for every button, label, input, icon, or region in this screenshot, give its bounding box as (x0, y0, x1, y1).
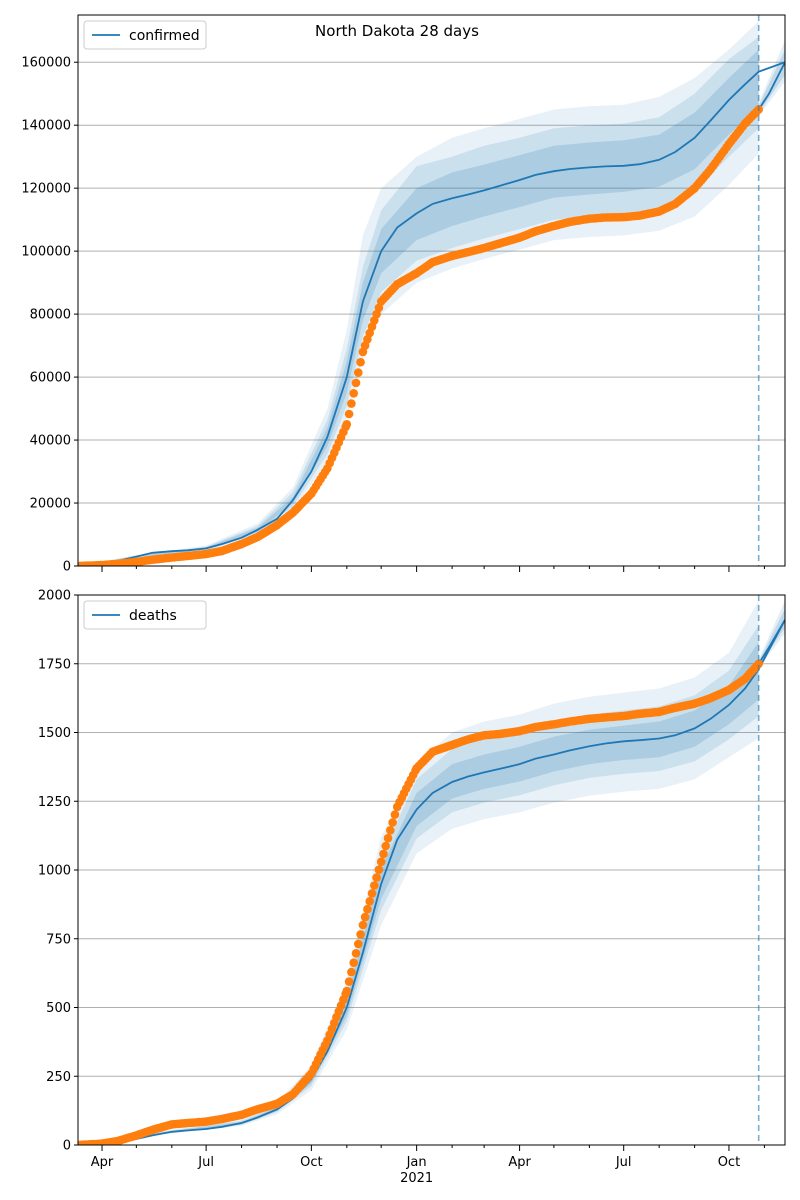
y-tick-label: 1000 (38, 864, 71, 879)
confirmed-legend: confirmed (83, 20, 207, 50)
deaths-model-line (78, 619, 785, 1145)
observed-point (356, 930, 365, 939)
observed-point (363, 904, 372, 914)
projection-band (758, 600, 785, 668)
y-tick-label: 2000 (38, 589, 71, 604)
projection-band (758, 40, 785, 116)
legend-label: deaths (129, 608, 177, 624)
observed-point (342, 420, 352, 429)
observed-point (356, 357, 365, 367)
x-tick-label: Apr (508, 1155, 531, 1170)
uncertainty-band (78, 49, 759, 566)
observed-point (374, 865, 384, 874)
observed-point (370, 881, 379, 890)
observed-point (388, 818, 397, 827)
confirmed-observed-points (78, 105, 763, 566)
observed-point (360, 912, 370, 922)
observed-point (347, 399, 356, 408)
observed-point (367, 889, 377, 898)
y-tick-label: 1250 (38, 795, 71, 810)
legend-box (83, 600, 207, 630)
confirmed-projection-line (757, 61, 785, 110)
uncertainty-band (78, 21, 759, 566)
observed-point (386, 826, 395, 835)
observed-point (372, 873, 381, 882)
y-tick-label: 140000 (21, 119, 71, 134)
observed-point (383, 833, 393, 843)
y-tick-label: 120000 (21, 182, 71, 197)
x-year-label: 2021 (400, 1171, 433, 1186)
axes-frame (77, 14, 786, 567)
y-tick-label: 500 (46, 1001, 71, 1016)
legend-box (83, 20, 207, 50)
y-tick-label: 100000 (21, 245, 71, 260)
observed-point (351, 378, 361, 388)
y-tick-label: 1750 (38, 657, 71, 672)
y-tick-label: 80000 (30, 308, 71, 323)
observed-point (354, 368, 363, 377)
y-tick-label: 1500 (38, 726, 71, 741)
observed-point (365, 897, 375, 906)
y-tick-label: 20000 (30, 497, 71, 512)
uncertainty-band (78, 625, 759, 1145)
confirmed-model-line (78, 61, 785, 566)
observed-point (349, 958, 359, 967)
plot-area (78, 21, 785, 566)
observed-point (358, 920, 368, 930)
x-tick-label: Jul (197, 1155, 214, 1170)
y-tick-label: 0 (63, 1139, 71, 1154)
observed-point (376, 857, 386, 867)
legend-label: confirmed (129, 28, 200, 44)
uncertainty-band (78, 600, 759, 1145)
deaths-panel: 0 250 500 750 1000 1250 1500 1750 2000 Apr Jul Oct J… (38, 589, 786, 1186)
observed-point (381, 841, 391, 851)
observed-point (349, 389, 359, 398)
y-tick-label: 0 (63, 560, 71, 575)
x-tick-label: Jul (615, 1155, 632, 1170)
plot-area (78, 600, 785, 1145)
y-tick-label: 750 (46, 932, 71, 947)
y-tick-label: 250 (46, 1070, 71, 1085)
y-tick-label: 160000 (21, 56, 71, 71)
x-tick-label: Oct (718, 1155, 740, 1170)
confirmed-panel: 0 20000 40000 60000 80000 100000 120000 140000 1… (21, 14, 786, 575)
observed-point (754, 659, 763, 669)
observed-point (351, 949, 361, 958)
y-tick-label: 40000 (30, 434, 71, 449)
x-tick-label: Oct (300, 1155, 322, 1170)
observed-point (354, 939, 363, 949)
observed-point (342, 986, 352, 996)
observed-point (344, 977, 354, 986)
observed-point (390, 810, 400, 819)
x-tick-label: Apr (91, 1155, 114, 1170)
uncertainty-band (78, 37, 759, 566)
observed-point (344, 409, 354, 419)
observed-point (347, 967, 356, 977)
x-tick-label: Jan (406, 1155, 427, 1170)
figure-title: North Dakota 28 days (315, 22, 479, 40)
observed-point (379, 849, 388, 859)
deaths-legend: deaths (83, 600, 207, 630)
deaths-projection-line (757, 619, 785, 665)
y-tick-label: 60000 (30, 371, 71, 386)
